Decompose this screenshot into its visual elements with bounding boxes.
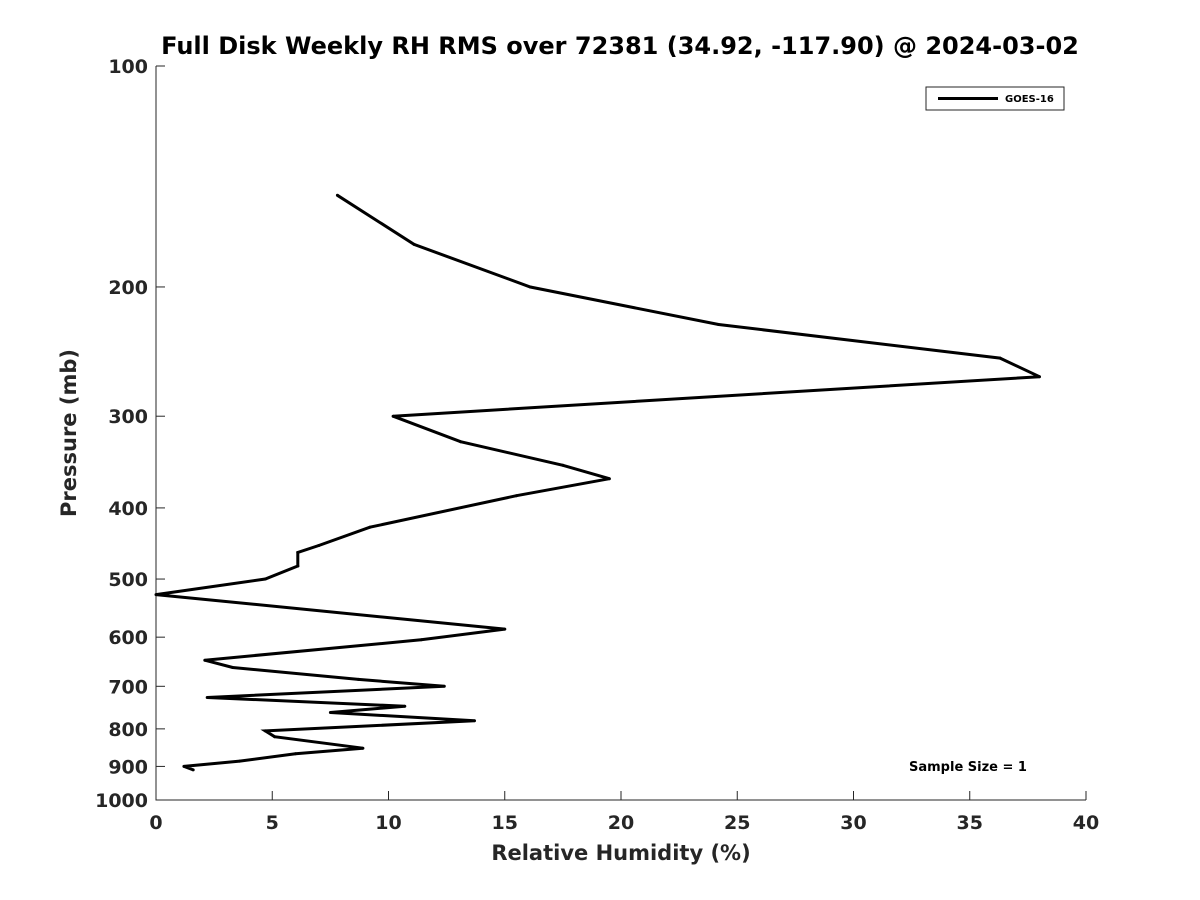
data-point bbox=[154, 593, 158, 597]
data-point bbox=[528, 285, 532, 289]
x-axis-ticks: 0 5 10 15 20 25 30 35 40 bbox=[149, 791, 1099, 834]
data-point bbox=[231, 666, 235, 669]
data-point bbox=[294, 752, 297, 756]
y-axis-ticks: 100 200 300 400 500 600 700 800 900 1000 bbox=[95, 56, 165, 812]
x-tick-label: 40 bbox=[1073, 812, 1099, 834]
chart-title: Full Disk Weekly RH RMS over 72381 (34.9… bbox=[161, 32, 1079, 60]
x-tick-label: 25 bbox=[724, 812, 750, 834]
data-point bbox=[561, 463, 565, 467]
data-point bbox=[368, 525, 372, 529]
sample-size-annotation: Sample Size = 1 bbox=[909, 760, 1027, 775]
data-point bbox=[403, 704, 407, 708]
data-point bbox=[442, 684, 446, 688]
y-tick-label: 900 bbox=[108, 756, 148, 778]
x-tick-label: 35 bbox=[957, 812, 983, 834]
data-point bbox=[296, 564, 300, 568]
data-point bbox=[361, 746, 365, 750]
y-tick-label: 200 bbox=[108, 277, 148, 299]
data-point bbox=[328, 711, 332, 714]
data-point bbox=[391, 414, 395, 418]
data-point bbox=[998, 356, 1002, 360]
data-point bbox=[273, 735, 277, 739]
data-point bbox=[205, 696, 209, 699]
data-point bbox=[514, 494, 518, 498]
data-point bbox=[182, 764, 186, 768]
y-tick-label: 100 bbox=[108, 56, 148, 78]
data-point bbox=[473, 719, 476, 723]
x-tick-label: 15 bbox=[492, 812, 518, 834]
y-tick-label: 1000 bbox=[95, 790, 148, 812]
y-tick-label: 500 bbox=[108, 569, 148, 591]
y-tick-label: 600 bbox=[108, 627, 148, 649]
data-point bbox=[419, 638, 423, 642]
x-axis-label: Relative Humidity (%) bbox=[491, 841, 750, 865]
data-point bbox=[717, 323, 721, 326]
x-tick-label: 30 bbox=[840, 812, 866, 834]
legend-label-goes-16: GOES-16 bbox=[1005, 94, 1054, 105]
y-tick-label: 700 bbox=[108, 676, 148, 698]
data-point bbox=[335, 193, 339, 197]
data-point bbox=[263, 577, 267, 581]
data-point bbox=[296, 551, 300, 554]
plot-area: 0 5 10 15 20 25 30 35 40 100 200 300 400 500 600 700 80… bbox=[95, 56, 1099, 834]
data-point bbox=[503, 627, 507, 631]
data-point bbox=[317, 544, 321, 547]
data-point bbox=[1038, 375, 1041, 379]
x-tick-label: 10 bbox=[375, 812, 401, 834]
data-point bbox=[263, 729, 267, 733]
x-tick-label: 0 bbox=[149, 812, 162, 834]
y-tick-label: 400 bbox=[108, 498, 148, 520]
series-layer bbox=[154, 193, 1041, 772]
data-point bbox=[191, 768, 195, 772]
data-point bbox=[412, 242, 416, 246]
y-axis-label: Pressure (mb) bbox=[57, 349, 81, 517]
data-point bbox=[203, 658, 207, 662]
data-point bbox=[459, 440, 463, 444]
y-tick-label: 800 bbox=[108, 719, 148, 741]
x-tick-label: 20 bbox=[608, 812, 634, 834]
data-point bbox=[607, 477, 611, 481]
data-point bbox=[238, 759, 242, 763]
x-tick-label: 5 bbox=[266, 812, 279, 834]
series-line-goes-16 bbox=[155, 194, 1041, 772]
legend: GOES-16 bbox=[925, 86, 1065, 111]
y-tick-label: 300 bbox=[108, 406, 148, 428]
data-point bbox=[356, 677, 360, 681]
